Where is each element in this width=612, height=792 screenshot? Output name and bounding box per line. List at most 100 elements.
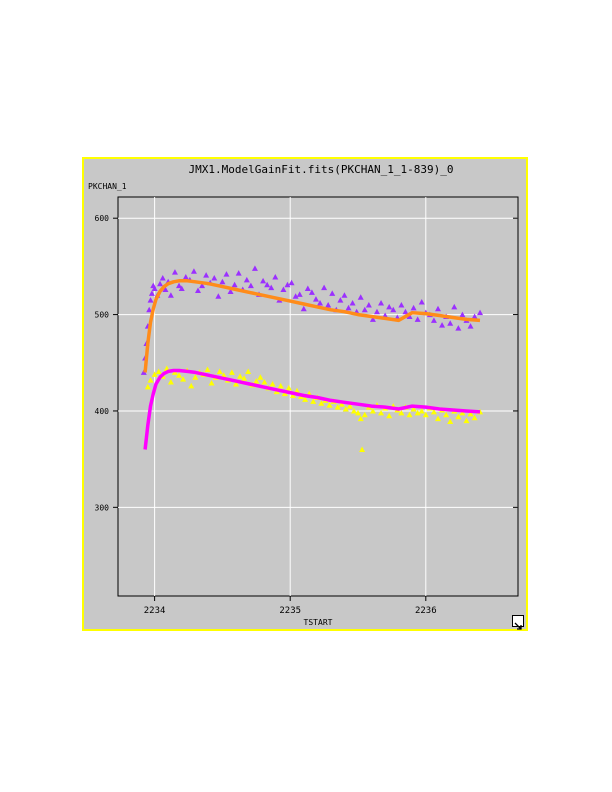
data-point-triangle [398,301,405,308]
data-point-triangle [435,305,441,312]
data-point-triangle [422,411,429,418]
data-point-triangle [264,281,271,288]
data-point-triangle [443,411,450,418]
data-point-triangle [386,303,393,310]
y-tick-label: 600 [95,214,110,223]
data-point-triangle [318,400,325,406]
data-point-triangle [243,276,250,283]
data-point-triangle [281,390,288,397]
data-point-triangle [288,279,295,286]
data-point-triangle [471,414,478,421]
data-point-triangle [227,288,234,294]
data-point-triangle [232,380,239,387]
data-point-triangle [302,396,309,402]
data-point-triangle [219,278,226,285]
data-point-triangle [285,384,292,391]
data-point-triangle [159,274,166,281]
data-point-triangle [235,270,242,276]
resize-corner-icon[interactable] [512,615,524,630]
data-point-triangle [171,269,178,275]
data-point-triangle [418,407,425,414]
data-point-triangle [410,406,417,412]
data-point-triangle [237,373,244,379]
data-point-triangle [268,284,275,291]
data-point-triangle [406,411,413,418]
data-point-triangle [284,281,291,288]
data-point-triangle [208,380,215,386]
data-point-triangle [357,415,364,422]
data-point-triangle [459,409,466,416]
data-point-triangle [178,285,185,292]
data-point-triangle [151,371,158,377]
data-point-triangle [192,374,199,380]
data-point-triangle [414,409,421,416]
grid-layer [118,197,518,596]
data-point-triangle [430,317,437,323]
data-point-triangle [467,410,474,417]
x-axis-label: TSTART [304,618,333,627]
data-point-triangle [310,398,317,404]
data-point-triangle [245,368,252,374]
data-point-triangle [148,290,155,296]
data-point-triangle [296,291,303,297]
data-point-triangle [292,293,299,299]
data-point-triangle [241,375,248,381]
data-point-triangle [157,280,164,287]
data-point-triangle [308,289,315,295]
data-point-triangle [338,401,345,407]
data-point-triangle [228,369,235,375]
data-point-triangle [260,277,267,284]
data-point-triangle [467,323,474,329]
plot-window: JMX1.ModelGainFit.fits(PKCHAN_1_1-839)_0… [82,157,528,631]
data-point-triangle [455,413,462,420]
data-point-triangle [369,407,376,414]
data-point-triangle [321,284,328,291]
data-point-triangle [341,292,348,298]
data-point-triangle [329,290,336,296]
x-tick-label: 2235 [279,606,301,616]
data-point-triangle [346,403,353,409]
data-point-triangle [231,281,238,288]
data-point-triangle [272,273,279,280]
data-point-triangle [447,320,454,326]
data-point-triangle [325,301,332,308]
data-point-triangle [477,309,484,316]
data-point-triangle [312,296,319,302]
fit-curve-line-2 [143,279,481,373]
data-point-triangle [334,404,341,410]
data-point-triangle [463,417,470,424]
data-point-triangle [317,300,324,306]
data-point-triangle [146,306,153,313]
fit-curve-line-3 [143,368,481,450]
data-point-triangle [357,294,364,300]
series-points-1 [144,365,484,453]
data-point-triangle [176,282,183,289]
data-point-triangle [147,377,154,383]
data-point-triangle [365,301,372,308]
data-point-triangle [373,308,380,315]
data-point-triangle [216,368,223,374]
data-point-triangle [361,411,368,418]
data-point-triangle [215,293,222,299]
data-point-triangle [406,313,413,320]
data-point-triangle [147,297,154,303]
data-point-triangle [345,304,352,311]
data-point-triangle [257,374,264,380]
data-point-triangle [414,316,421,322]
data-point-triangle [326,402,333,408]
data-point-triangle [251,265,258,271]
data-point-triangle [167,292,174,298]
chart-title: JMX1.ModelGainFit.fits(PKCHAN_1_1-839)_0 [189,163,454,176]
data-point-triangle [471,313,478,320]
tick-layer: 2234 2235 2236 300 400 500 600 [95,214,518,616]
data-point-triangle [195,287,201,293]
data-point-triangle [451,303,458,310]
data-point-triangle [176,372,183,378]
x-tick-label: 2236 [415,606,437,616]
data-point-triangle [269,380,276,387]
data-point-triangle [439,322,446,328]
data-point-triangle [253,378,260,384]
data-point-triangle [293,387,300,394]
data-point-triangle [300,305,307,312]
data-point-triangle [277,382,284,389]
